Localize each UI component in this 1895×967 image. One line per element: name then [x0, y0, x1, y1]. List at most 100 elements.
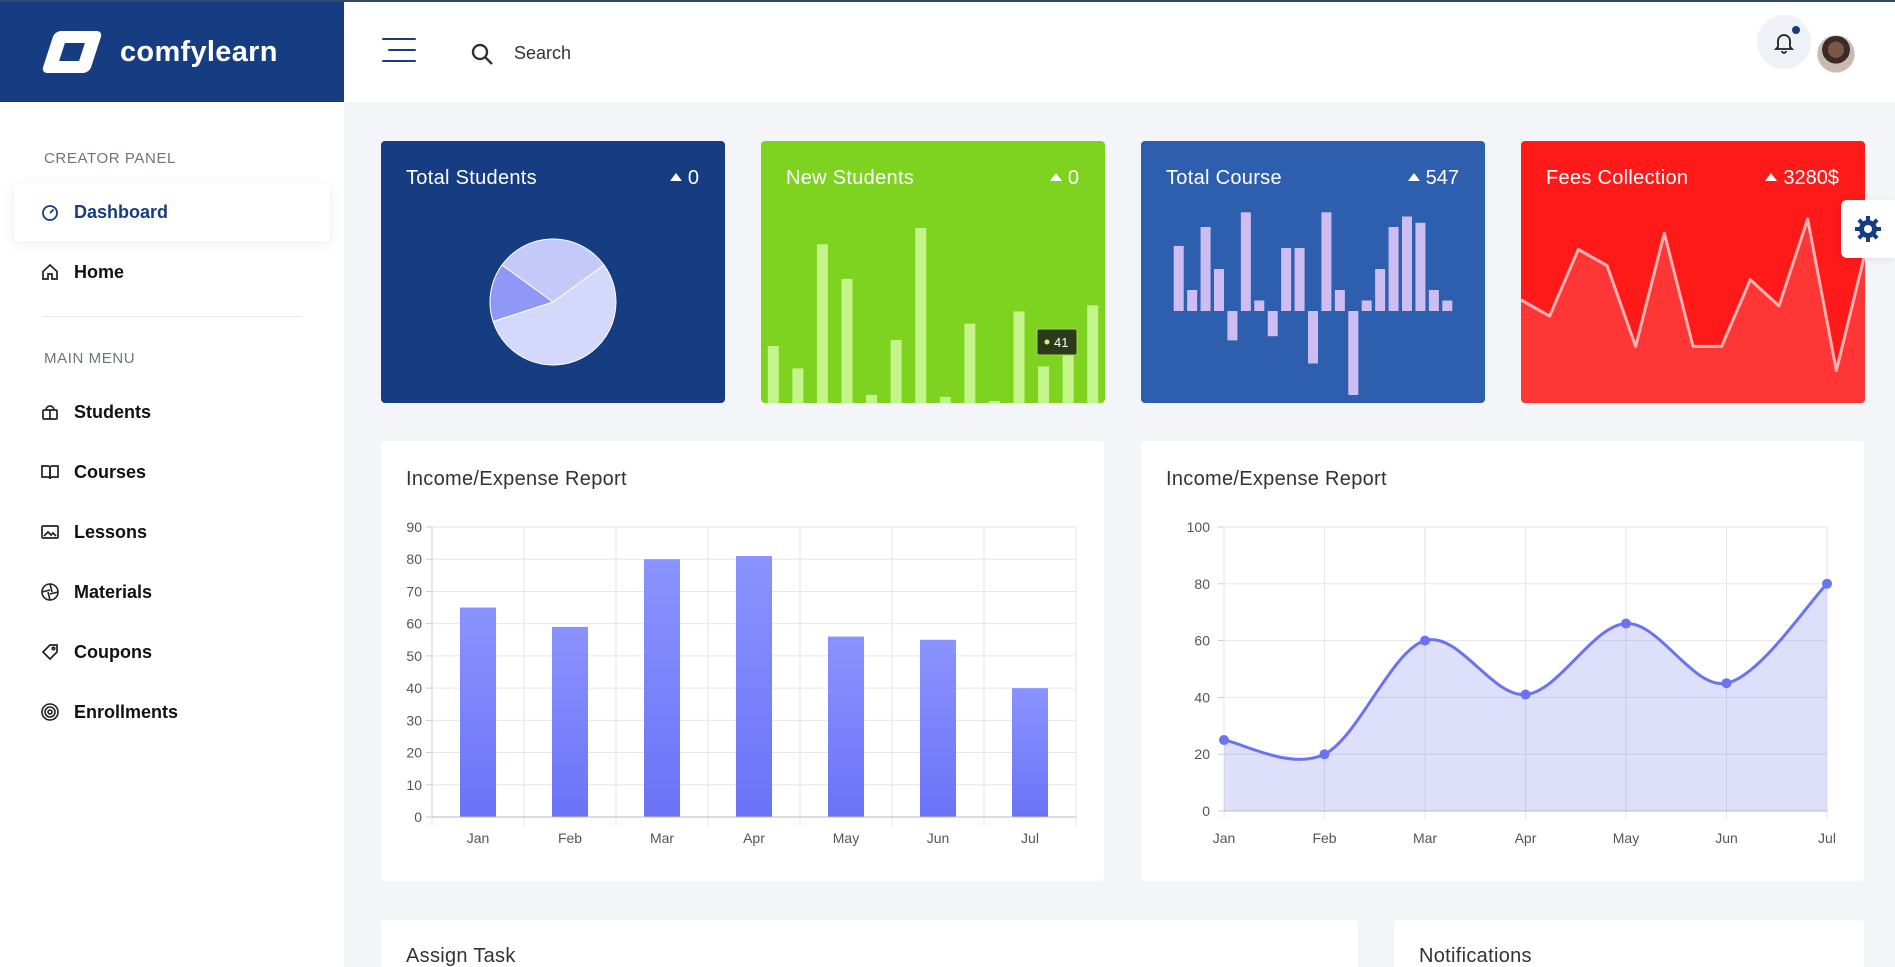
income-expense-bar-chart: 0 10 20 30 40 50 60 70 80 90 Jan Feb Mar Apr May Jun Jul	[406, 519, 1077, 846]
bar	[1321, 212, 1332, 311]
assign-task-panel: Assign Task	[381, 920, 1358, 967]
settings-button[interactable]	[1841, 200, 1895, 258]
bar	[988, 400, 1000, 403]
topbar	[344, 2, 1895, 102]
sidebar-item-home[interactable]: Home	[14, 243, 330, 301]
y-tick-label: 30	[406, 712, 422, 728]
sidebar-item-materials[interactable]: Materials	[14, 563, 330, 621]
total-course-bar-chart	[1173, 212, 1453, 395]
bar	[1334, 290, 1345, 311]
sidebar-divider	[44, 316, 300, 317]
stat-title: Total Students	[406, 167, 537, 189]
y-tick-label: 80	[1194, 576, 1210, 592]
trend-up-icon	[1049, 173, 1062, 181]
tooltip-value: 41	[1054, 335, 1068, 350]
bar	[1442, 300, 1453, 311]
y-tick-label: 70	[406, 583, 422, 599]
x-tick-label: Jun	[927, 830, 950, 846]
bar	[1013, 311, 1025, 403]
main-menu-label: MAIN MENU	[44, 350, 136, 367]
x-tick-label: May	[833, 830, 859, 846]
x-tick-label: Apr	[743, 830, 765, 846]
search-input[interactable]	[514, 38, 814, 68]
menu-toggle-icon[interactable]	[382, 38, 416, 66]
target-icon	[41, 703, 59, 721]
bar	[1187, 290, 1198, 311]
sidebar-item-courses[interactable]: Courses	[14, 443, 330, 501]
dashboard-icon	[42, 205, 58, 221]
bar	[736, 556, 772, 817]
bar	[816, 244, 828, 403]
bar	[915, 228, 927, 403]
panel-title: Assign Task	[406, 945, 516, 967]
book-icon	[41, 465, 59, 480]
stat-title: Total Course	[1166, 167, 1282, 189]
data-point	[1319, 749, 1330, 760]
bar	[1062, 341, 1074, 403]
data-point	[1420, 635, 1430, 646]
data-point	[1621, 618, 1631, 629]
y-tick-label: 60	[406, 616, 422, 632]
sidebar-item-label: Enrollments	[74, 701, 179, 722]
sidebar-item-enrollments[interactable]: Enrollments	[14, 683, 330, 741]
bell-icon	[1773, 34, 1795, 54]
y-tick-label: 40	[406, 680, 422, 696]
bar	[1388, 227, 1399, 311]
brand[interactable]: comfylearn	[0, 2, 344, 102]
bar	[1361, 300, 1372, 311]
sidebar-item-coupons[interactable]: Coupons	[14, 623, 330, 681]
x-tick-label: Jul	[1021, 830, 1039, 846]
income-expense-line-chart: 0 20 40 60 80 100 Jan Feb Mar Apr May Jun Jul	[1187, 519, 1836, 846]
y-tick-label: 100	[1187, 519, 1211, 535]
panel-title: Income/Expense Report	[406, 468, 627, 490]
series-line	[1521, 217, 1865, 373]
area-fill	[1521, 219, 1865, 403]
sidebar: CREATOR PANEL Dashboard Home MAIN MENU S…	[0, 102, 344, 967]
sidebar-item-lessons[interactable]: Lessons	[14, 503, 330, 561]
panel-title: Income/Expense Report	[1166, 468, 1387, 490]
x-tick-label: Apr	[1515, 830, 1537, 846]
sidebar-item-students[interactable]: Students	[14, 383, 330, 441]
total-students-pie-chart	[489, 238, 617, 366]
sidebar-item-label: Materials	[74, 581, 153, 602]
bar	[1038, 366, 1050, 403]
bar	[920, 639, 956, 817]
y-tick-label: 50	[406, 648, 422, 664]
stat-card-new-students[interactable]: New Students 0 41	[761, 141, 1105, 403]
bar	[644, 559, 680, 817]
data-point	[1520, 689, 1531, 700]
bar	[460, 607, 496, 817]
bar	[1173, 245, 1184, 311]
y-tick-label: 0	[1202, 803, 1210, 819]
stat-card-total-course[interactable]: Total Course 547	[1141, 141, 1485, 403]
y-tick-label: 20	[1194, 746, 1210, 762]
stat-value: 547	[1407, 167, 1459, 190]
home-icon	[42, 263, 58, 280]
data-point	[1219, 735, 1229, 745]
sidebar-item-label: Lessons	[74, 521, 148, 542]
stat-card-fees-collection[interactable]: Fees Collection 3280$	[1521, 141, 1865, 403]
stat-value: 0	[1049, 167, 1079, 190]
y-tick-label: 10	[406, 777, 422, 793]
bar	[1281, 248, 1292, 311]
x-tick-label: Feb	[558, 830, 582, 846]
stat-title: Fees Collection	[1546, 167, 1689, 189]
stat-card-total-students[interactable]: Total Students 0	[381, 141, 725, 403]
avatar[interactable]	[1817, 35, 1855, 73]
y-tick-label: 0	[414, 809, 422, 825]
bar	[1267, 311, 1278, 337]
notifications-button[interactable]	[1757, 15, 1811, 69]
sidebar-item-dashboard[interactable]: Dashboard	[14, 183, 330, 241]
notifications-panel: Notifications	[1394, 920, 1864, 967]
trend-up-icon	[1407, 173, 1420, 181]
pie-slice	[489, 264, 555, 323]
bar	[792, 368, 804, 403]
y-tick-label: 40	[1194, 689, 1210, 705]
stat-value: 3280$	[1765, 167, 1839, 190]
panel-title: Notifications	[1419, 945, 1532, 967]
sidebar-item-label: Dashboard	[74, 201, 169, 222]
bar	[1348, 311, 1359, 395]
y-tick-label: 90	[406, 519, 422, 535]
bar	[1227, 311, 1238, 341]
chart-tooltip: 41	[1036, 328, 1078, 356]
